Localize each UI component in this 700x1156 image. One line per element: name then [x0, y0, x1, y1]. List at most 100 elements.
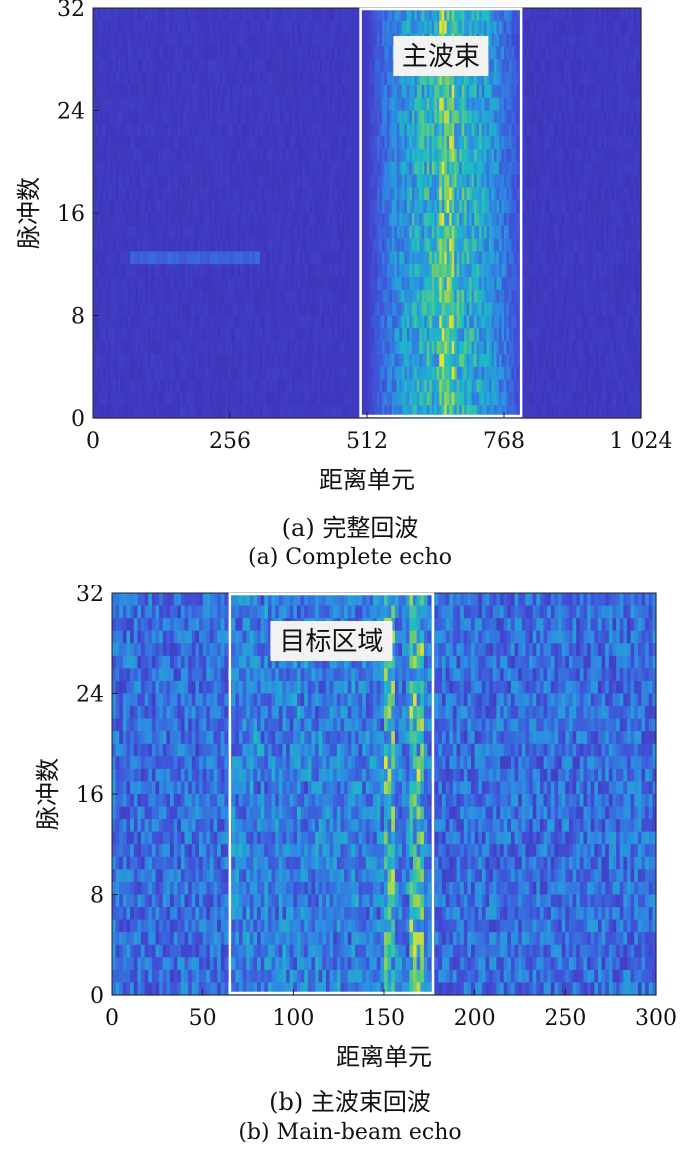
heatmap-cell [526, 264, 530, 278]
heatmap-cell [578, 213, 582, 227]
heatmap-cell [571, 238, 575, 253]
heatmap-cell [274, 251, 278, 265]
heatmap-cell [197, 72, 201, 86]
heatmap-cell [628, 136, 632, 150]
heatmap-cell [444, 20, 448, 35]
heatmap-cell [207, 97, 211, 112]
heatmap-cell [157, 46, 161, 60]
heatmap-cell [117, 72, 121, 86]
heatmap-cell [282, 213, 286, 227]
heatmap-cell [551, 264, 555, 278]
heatmap-cell [578, 72, 582, 86]
heatmap-cell [357, 84, 361, 99]
heatmap-cell [538, 264, 542, 278]
heatmap-cell [332, 238, 336, 253]
heatmap-cell [277, 161, 281, 176]
heatmap-cell [187, 200, 191, 214]
heatmap-cell [242, 200, 246, 214]
heatmap-cell [354, 213, 358, 227]
heatmap-cell [222, 277, 226, 291]
heatmap-cell [257, 8, 261, 22]
heatmap-cell [137, 136, 141, 150]
heatmap-cell [367, 200, 371, 214]
heatmap-cell [162, 264, 166, 278]
heatmap-cell [352, 200, 356, 214]
heatmap-cell [157, 161, 161, 176]
heatmap-cell [225, 20, 229, 35]
heatmap-cell [474, 213, 478, 227]
heatmap-cell [254, 110, 258, 124]
heatmap-cell [476, 238, 480, 253]
heatmap-cell [220, 72, 224, 86]
heatmap-cell [516, 251, 520, 265]
heatmap-cell [611, 20, 615, 35]
heatmap-cell [561, 213, 565, 227]
heatmap-cell [464, 213, 468, 227]
heatmap-cell [611, 110, 615, 124]
heatmap-cell [157, 213, 161, 227]
heatmap-cell [533, 251, 537, 265]
heatmap-cell [267, 161, 271, 176]
heatmap-cell [324, 225, 328, 240]
heatmap-cell [132, 110, 136, 124]
heatmap-cell [117, 97, 121, 112]
heatmap-cell [352, 161, 356, 176]
heatmap-cell [259, 251, 263, 265]
heatmap-cell [474, 289, 478, 304]
heatmap-cell [511, 161, 515, 176]
heatmap-cell [621, 8, 625, 22]
heatmap-cell [576, 123, 580, 137]
heatmap-cell [533, 59, 537, 73]
heatmap-cell [504, 213, 508, 227]
heatmap-cell [362, 97, 366, 112]
heatmap-cell [446, 148, 450, 163]
heatmap-cell [185, 123, 189, 137]
heatmap-cell [618, 277, 622, 291]
heatmap-cell [551, 225, 555, 240]
heatmap-cell [513, 200, 518, 214]
heatmap-cell [332, 123, 336, 137]
heatmap-cell [491, 46, 495, 60]
heatmap-cell [449, 200, 453, 214]
heatmap-cell [312, 72, 316, 86]
heatmap-cell [376, 264, 381, 278]
heatmap-cell [499, 238, 503, 253]
heatmap-cell [533, 264, 537, 278]
heatmap-cell [215, 264, 219, 278]
heatmap-cell [182, 84, 186, 99]
heatmap-cell [262, 20, 266, 35]
heatmap-cell [386, 277, 391, 291]
heatmap-cell [568, 20, 572, 35]
heatmap-cell [536, 20, 540, 35]
heatmap-cell [135, 136, 139, 150]
heatmap-cell [120, 200, 124, 214]
heatmap-cell [242, 123, 246, 137]
heatmap-cell [546, 72, 550, 86]
heatmap-cell [421, 136, 425, 150]
heatmap-cell [132, 187, 136, 201]
heatmap-cell [254, 136, 258, 150]
heatmap-cell [494, 33, 498, 48]
heatmap-cell [190, 225, 194, 240]
heatmap-cell [449, 110, 453, 124]
heatmap-cell [494, 59, 498, 73]
heatmap-cell [160, 59, 164, 73]
heatmap-cell [292, 200, 296, 214]
heatmap-cell [636, 20, 640, 35]
heatmap-cell [439, 277, 443, 291]
heatmap-cell [334, 161, 338, 176]
heatmap-cell [596, 225, 600, 240]
heatmap-cell [327, 136, 331, 150]
heatmap-cell [424, 8, 428, 22]
heatmap-cell [314, 20, 318, 35]
heatmap-cell [616, 110, 620, 124]
heatmap-cell [506, 33, 510, 48]
heatmap-cell [117, 20, 121, 35]
heatmap-cell [234, 174, 239, 188]
heatmap-cell [384, 238, 388, 253]
heatmap-cell [110, 238, 114, 253]
heatmap-cell [464, 8, 468, 22]
heatmap-cell [628, 20, 632, 35]
heatmap-cell [523, 277, 528, 291]
heatmap-cell [399, 84, 403, 99]
